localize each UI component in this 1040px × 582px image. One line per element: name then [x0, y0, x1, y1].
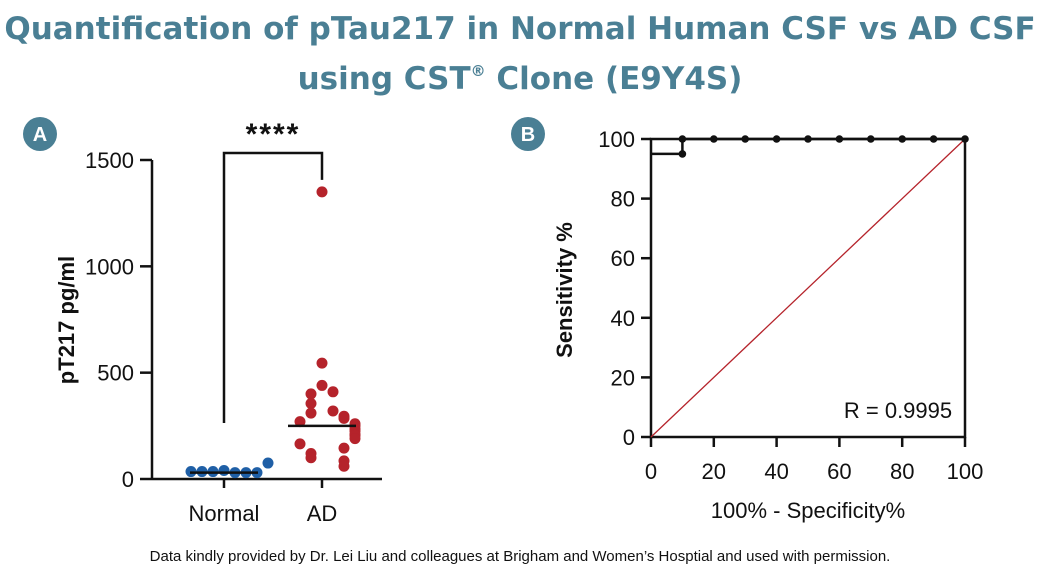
- panel-a-significance-label: ****: [246, 118, 301, 151]
- roc-data-point: [710, 135, 718, 143]
- panel-b-y-tick-label: 0: [623, 425, 635, 450]
- title-line-2-post: Clone (E9Y4S): [485, 61, 743, 97]
- roc-data-point: [772, 135, 781, 143]
- normal-data-point: [262, 457, 274, 469]
- ad-data-point: [327, 386, 339, 398]
- panel-a: A 0 500 1000 1500 pT217 pg/ml Normal AD ****: [23, 117, 382, 526]
- panel-a-y-axis-label: pT217 pg/ml: [54, 256, 79, 384]
- panel-b: B 0 20 40 60 80 100 0 20 40 60 80 100 100% - Specific…: [511, 117, 983, 523]
- roc-data-point: [867, 135, 875, 143]
- panel-a-y-tick-label: 1500: [85, 148, 134, 173]
- panel-b-x-tick-label: 80: [890, 459, 914, 484]
- title-line-2-pre: using CST: [297, 61, 471, 97]
- roc-data-point: [898, 135, 906, 143]
- panel-b-y-tick-label: 20: [611, 365, 635, 390]
- panel-a-y-tick-label: 0: [122, 467, 134, 492]
- roc-data-point: [929, 135, 938, 143]
- panel-b-x-tick-label: 20: [702, 459, 726, 484]
- panel-a-x-tick-label: Normal: [189, 501, 260, 526]
- roc-data-point: [961, 135, 969, 143]
- registered-mark: ®: [470, 62, 486, 80]
- roc-data-point: [804, 135, 812, 143]
- panel-b-y-tick-label: 40: [611, 306, 635, 331]
- ad-data-point: [316, 379, 328, 391]
- reference-diagonal-line: [650, 138, 966, 438]
- panel-b-x-tick-label: 100: [947, 459, 984, 484]
- ad-data-point: [338, 442, 350, 454]
- panel-b-badge-label: B: [521, 124, 535, 146]
- ad-data-point: [338, 412, 350, 424]
- panel-a-badge: [23, 117, 57, 151]
- panel-b-y-axis-label: Sensitivity %: [552, 222, 577, 358]
- panel-a-y-tick-label: 500: [97, 361, 134, 386]
- title-line-2: using CST® Clone (E9Y4S): [0, 50, 1040, 100]
- roc-data-point: [741, 135, 749, 143]
- roc-data-point: [835, 135, 844, 143]
- panel-b-x-axis-label: 100% - Specificity%: [711, 498, 905, 523]
- panel-b-x-tick-label: 60: [827, 459, 851, 484]
- panel-b-x-tick-label: 0: [645, 459, 657, 484]
- panel-b-y-tick-label: 80: [611, 187, 635, 212]
- ad-data-point: [349, 433, 361, 445]
- panel-a-y-tick-label: 1000: [85, 254, 134, 279]
- ad-data-point: [316, 186, 328, 198]
- panel-a-x-tick-label: AD: [307, 501, 338, 526]
- ad-data-point: [338, 460, 350, 472]
- ad-data-point: [316, 357, 328, 369]
- panel-b-annotation: R = 0.9995: [844, 398, 952, 423]
- ad-data-point: [305, 398, 317, 410]
- ad-data-point: [327, 405, 339, 417]
- normal-data-point: [218, 464, 230, 476]
- panel-b-y-tick-label: 100: [598, 127, 635, 152]
- footnote: Data kindly provided by Dr. Lei Liu and …: [149, 548, 891, 565]
- ad-data-point: [305, 407, 317, 419]
- title-line-1: Quantification of pTau217 in Normal Huma…: [4, 11, 1036, 47]
- panel-b-y-tick-label: 60: [611, 246, 635, 271]
- ad-data-point: [305, 452, 317, 464]
- panel-b-badge: [511, 117, 545, 151]
- chart-title: Quantification of pTau217 in Normal Huma…: [0, 8, 1040, 100]
- roc-data-point: [678, 150, 687, 158]
- panel-a-significance-bracket: [222, 151, 324, 424]
- roc-data-point: [678, 135, 687, 143]
- panel-b-x-tick-label: 40: [764, 459, 788, 484]
- panel-a-badge-label: A: [33, 124, 47, 146]
- ad-data-point: [305, 388, 317, 400]
- ad-data-point: [294, 438, 306, 450]
- ad-data-point: [294, 416, 306, 428]
